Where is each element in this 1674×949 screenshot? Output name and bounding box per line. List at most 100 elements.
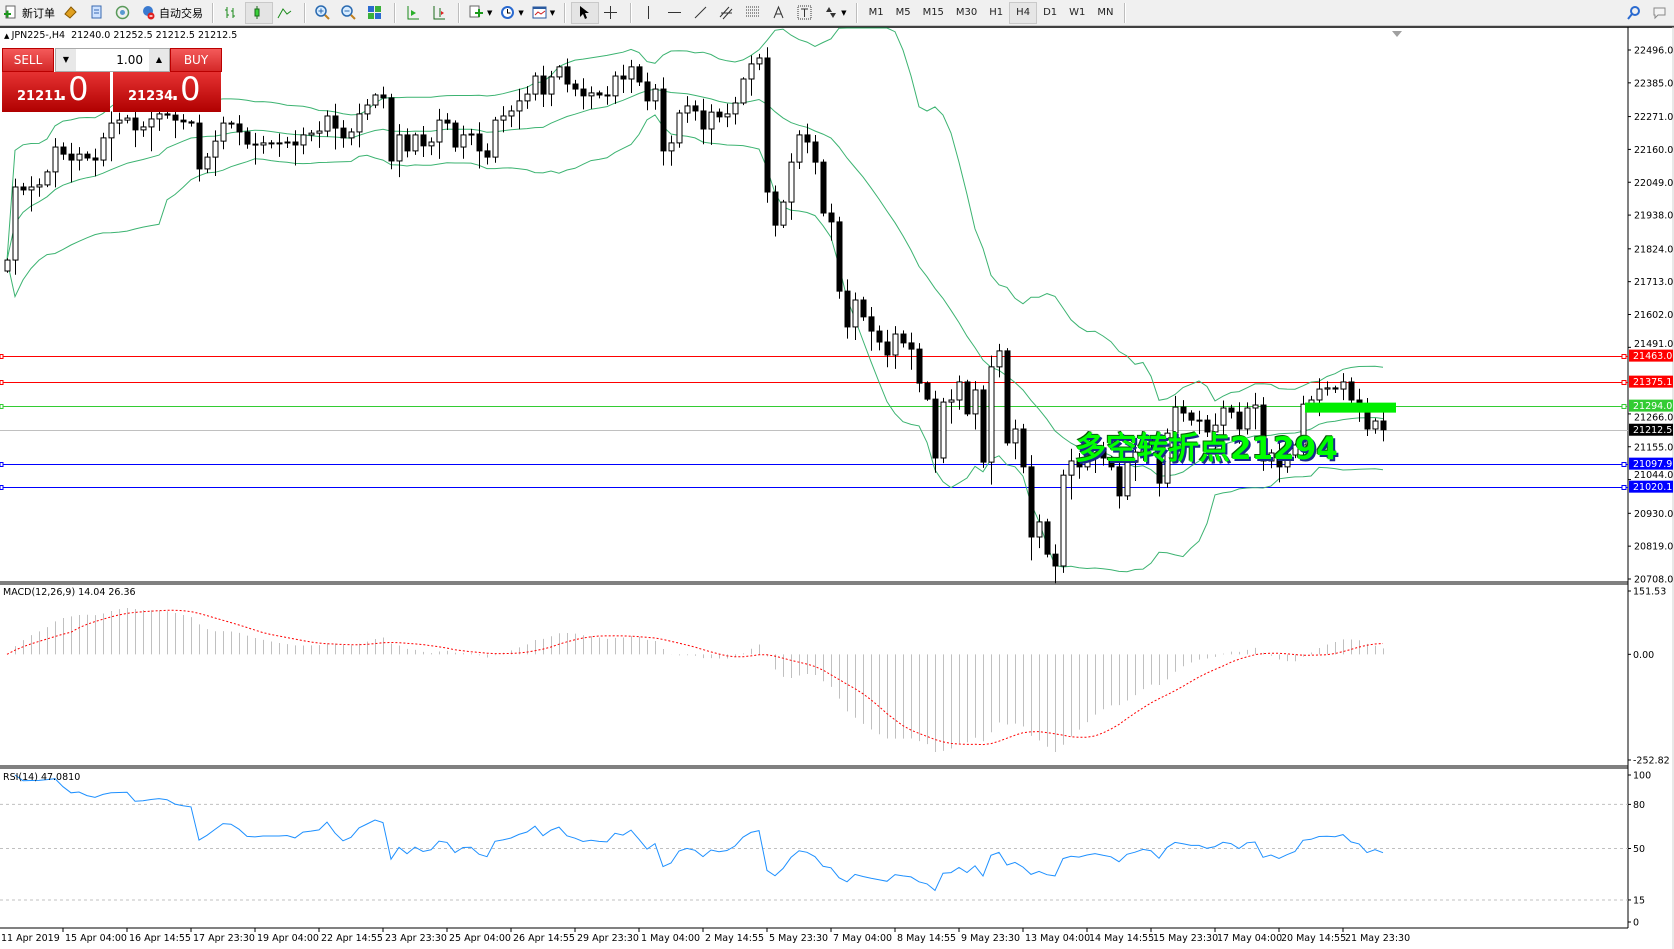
candle [268, 140, 275, 149]
candle [532, 72, 539, 101]
sell-price-box[interactable]: 21211 .0 [2, 70, 110, 112]
volume-increase-button[interactable]: ▲ [149, 49, 169, 71]
indicators-button[interactable]: ▼ [465, 2, 496, 24]
chart-shift-marker[interactable] [1392, 31, 1402, 37]
macd-signal-line [6, 609, 1384, 746]
line-chart-button[interactable] [273, 2, 299, 24]
toolbar-separator [564, 2, 567, 23]
candle [644, 72, 651, 111]
signals-button[interactable] [111, 2, 137, 24]
volume-input[interactable]: 1.00 [116, 53, 143, 67]
timeframe-mn[interactable]: MN [1097, 6, 1114, 18]
zoom-in-button[interactable] [311, 2, 337, 24]
auto-trading-button[interactable]: 自动交易 [137, 2, 207, 24]
candle-body [636, 66, 643, 83]
volume-decrease-button[interactable]: ▼ [56, 49, 76, 71]
candle-body [916, 348, 923, 384]
candle-body [964, 381, 971, 415]
candle-body [260, 142, 267, 146]
autoscroll-button[interactable] [401, 2, 427, 24]
horizontal-line-button[interactable] [663, 2, 689, 24]
bar-chart-button[interactable] [219, 2, 245, 24]
arrows-button[interactable]: ▼ [819, 2, 850, 24]
candle [1292, 443, 1299, 459]
candle [76, 147, 83, 171]
zoom-out-button[interactable] [337, 2, 363, 24]
candlestick-button[interactable] [245, 1, 273, 24]
candle-body [900, 333, 907, 344]
timeframe-h4[interactable]: H4 [1009, 1, 1038, 24]
candle [212, 130, 219, 176]
candle [20, 182, 27, 196]
candle [252, 132, 259, 165]
level-price-badge [1629, 480, 1673, 493]
chart-annotation-text[interactable]: 多空转折点21294 [1075, 431, 1338, 467]
candle [468, 128, 475, 146]
search-button[interactable] [1622, 2, 1648, 24]
macd-tick-label: 0.00 [1633, 650, 1654, 661]
price-tick-label: 21044.0 [1634, 470, 1673, 481]
level-price-badge [1629, 349, 1673, 362]
buy-button[interactable]: BUY [170, 48, 222, 72]
buy-price-box[interactable]: 21234 .0 [113, 70, 221, 112]
candle-body [52, 146, 59, 173]
candle-body [268, 142, 275, 145]
timeframe-m15[interactable]: M15 [922, 6, 944, 18]
candle-body [812, 141, 819, 163]
templates-icon [532, 5, 547, 20]
candle [484, 143, 491, 165]
collapse-triangle-icon[interactable]: ▲ [4, 32, 12, 40]
zoom-in-icon [315, 5, 330, 20]
timeframe-d1[interactable]: D1 [1043, 6, 1058, 18]
chevron-down-icon: ▼ [518, 8, 524, 17]
candle-body [60, 146, 67, 155]
timeframe-bar: M1 M5 M15 M30 H1 H4 D1 W1 MN [863, 1, 1120, 24]
candle-body [188, 121, 195, 124]
vertical-line-button[interactable] [637, 2, 663, 24]
chart-shift-button[interactable] [427, 2, 453, 24]
fibonacci-button[interactable] [741, 2, 767, 24]
candle-body [180, 119, 187, 123]
text-label-button[interactable] [793, 2, 819, 24]
time-tick-label: 25 Apr 04:00 [449, 933, 511, 944]
cursor-button[interactable] [571, 1, 600, 24]
new-order-button[interactable]: 新订单 [0, 2, 59, 24]
candle [428, 137, 435, 156]
level-handle [1621, 404, 1627, 409]
channel-button[interactable] [715, 2, 741, 24]
templates-button[interactable]: ▼ [528, 2, 559, 24]
community-icon [1652, 5, 1667, 20]
candle [1236, 402, 1243, 444]
metaeditor-button[interactable] [59, 2, 85, 24]
crosshair-icon [603, 5, 618, 20]
candle [220, 116, 227, 150]
timeframe-m1[interactable]: M1 [868, 6, 884, 18]
candle [244, 127, 251, 149]
timeframe-w1[interactable]: W1 [1069, 6, 1086, 18]
candle [1148, 436, 1155, 450]
candle [1004, 348, 1011, 446]
timeframe-m30[interactable]: M30 [955, 6, 978, 18]
candle-body [1220, 407, 1227, 426]
trendline-button[interactable] [689, 2, 715, 24]
trendline-icon [693, 5, 708, 20]
cursor-icon [576, 5, 591, 20]
candle [748, 55, 755, 96]
community-button[interactable] [1648, 2, 1674, 24]
candle [108, 111, 115, 162]
crosshair-button[interactable] [599, 2, 625, 24]
timeframe-h1[interactable]: H1 [989, 6, 1004, 18]
timeframe-m5[interactable]: M5 [895, 6, 911, 18]
periods-button[interactable]: ▼ [496, 2, 527, 24]
candle-body [756, 57, 763, 65]
sell-button[interactable]: SELL [2, 48, 54, 72]
text-button[interactable] [767, 2, 793, 24]
rsi-pane: 100 80 50 15 0 [0, 771, 1651, 929]
rsi-label: RSI(14) 47.0810 [3, 772, 81, 783]
candle [940, 397, 947, 464]
candle [636, 64, 643, 87]
history-button[interactable] [85, 2, 111, 24]
candle [780, 199, 787, 228]
tile-windows-button[interactable] [363, 2, 389, 24]
